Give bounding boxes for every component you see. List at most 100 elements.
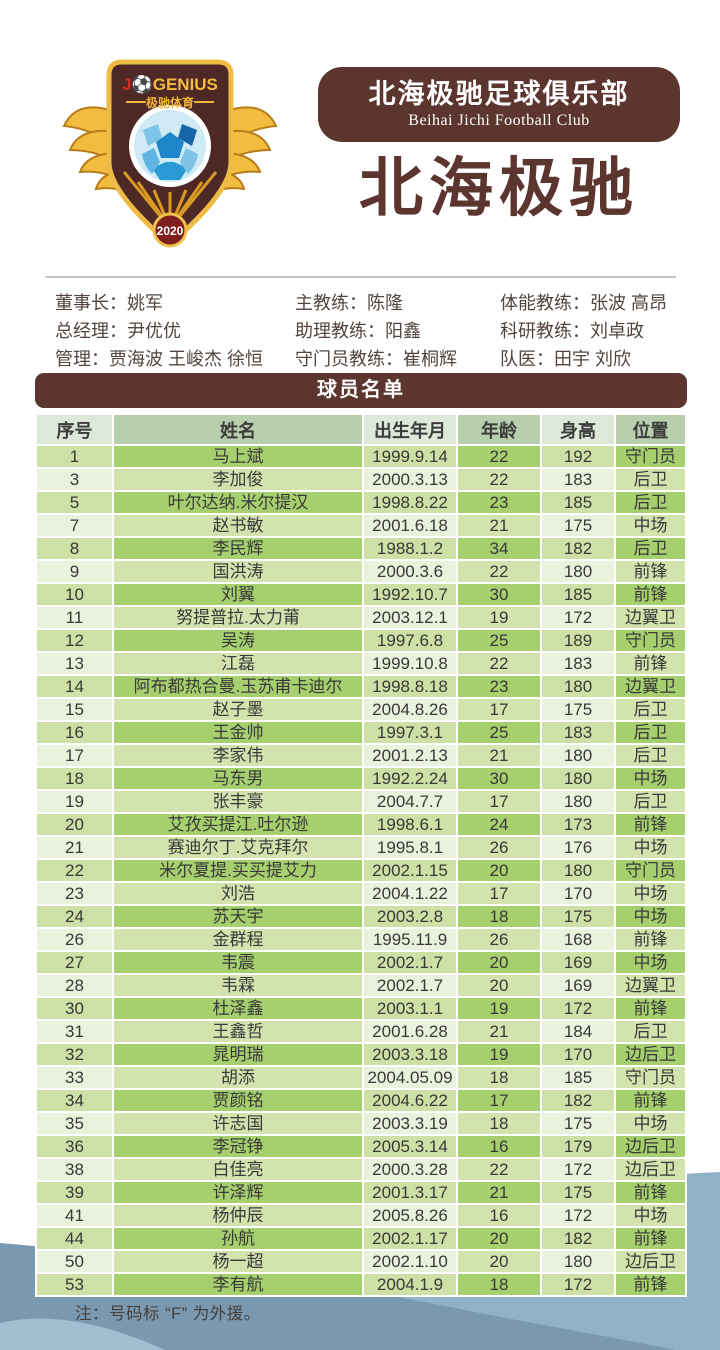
player-cell: 21 [458, 515, 540, 536]
player-cell: 艾孜买提江.吐尔逊 [114, 814, 362, 835]
player-cell: 2001.2.13 [364, 745, 456, 766]
header-height: 身高 [542, 415, 614, 444]
player-cell: 赵书敏 [114, 515, 362, 536]
player-row: 33 胡添 2004.05.09 18 185 守门员 [37, 1067, 685, 1088]
player-cell: 168 [542, 929, 614, 950]
crest-year: 2020 [157, 224, 184, 238]
player-row: 39 许泽辉 2001.3.17 21 175 前锋 [37, 1182, 685, 1203]
player-cell: 前锋 [616, 929, 685, 950]
player-cell: 许泽辉 [114, 1182, 362, 1203]
player-cell: 20 [37, 814, 112, 835]
player-cell: 12 [37, 630, 112, 651]
player-row: 8 李民辉 1988.1.2 34 182 后卫 [37, 538, 685, 559]
player-cell: 26 [458, 837, 540, 858]
player-cell: 30 [458, 768, 540, 789]
player-cell: 182 [542, 1090, 614, 1111]
player-cell: 杨仲辰 [114, 1205, 362, 1226]
player-cell: 刘浩 [114, 883, 362, 904]
player-cell: 180 [542, 676, 614, 697]
player-cell: 180 [542, 768, 614, 789]
player-cell: 34 [37, 1090, 112, 1111]
player-row: 12 吴涛 1997.6.8 25 189 守门员 [37, 630, 685, 651]
player-cell: 175 [542, 515, 614, 536]
player-cell: 王金帅 [114, 722, 362, 743]
staff-column-3: 体能教练：张波 高昂 科研教练：刘卓政 队医：田宇 刘欣 [500, 289, 677, 373]
player-cell: 172 [542, 1159, 614, 1180]
player-cell: 10 [37, 584, 112, 605]
player-cell: 34 [458, 538, 540, 559]
staff-column-2: 主教练：陈隆 助理教练：阳鑫 守门员教练：崔桐辉 [295, 289, 500, 373]
player-row: 38 白佳亮 2000.3.28 22 172 边后卫 [37, 1159, 685, 1180]
player-cell: 25 [458, 722, 540, 743]
player-cell: 36 [37, 1136, 112, 1157]
player-cell: 26 [37, 929, 112, 950]
player-cell: 1998.8.22 [364, 492, 456, 513]
player-cell: 2004.05.09 [364, 1067, 456, 1088]
player-cell: 21 [458, 745, 540, 766]
staff-line: 科研教练：刘卓政 [500, 321, 644, 341]
player-cell: 叶尔达纳.米尔提汉 [114, 492, 362, 513]
player-cell: 23 [37, 883, 112, 904]
player-cell: 2004.7.7 [364, 791, 456, 812]
player-cell: 前锋 [616, 1274, 685, 1295]
player-cell: 21 [458, 1182, 540, 1203]
player-cell: 1997.3.1 [364, 722, 456, 743]
player-cell: 179 [542, 1136, 614, 1157]
player-cell: 2004.1.9 [364, 1274, 456, 1295]
player-cell: 1992.2.24 [364, 768, 456, 789]
player-row: 30 杜泽鑫 2003.1.1 19 172 前锋 [37, 998, 685, 1019]
player-cell: 孙航 [114, 1228, 362, 1249]
player-cell: 185 [542, 492, 614, 513]
player-cell: 前锋 [616, 814, 685, 835]
player-cell: 25 [458, 630, 540, 651]
player-row: 32 晁明瑞 2003.3.18 19 170 边后卫 [37, 1044, 685, 1065]
player-cell: 守门员 [616, 1067, 685, 1088]
player-cell: 172 [542, 607, 614, 628]
player-cell: 2001.6.28 [364, 1021, 456, 1042]
player-cell: 中场 [616, 1113, 685, 1134]
player-row: 41 杨仲辰 2005.8.26 16 172 中场 [37, 1205, 685, 1226]
player-cell: 晁明瑞 [114, 1044, 362, 1065]
player-row: 9 国洪涛 2000.3.6 22 180 前锋 [37, 561, 685, 582]
header-number: 序号 [37, 415, 112, 444]
player-cell: 边后卫 [616, 1159, 685, 1180]
player-cell: 苏天宇 [114, 906, 362, 927]
crest-year-badge [152, 212, 188, 248]
player-cell: 后卫 [616, 538, 685, 559]
player-cell: 白佳亮 [114, 1159, 362, 1180]
player-cell: 2004.8.26 [364, 699, 456, 720]
player-cell: 边翼卫 [616, 676, 685, 697]
header-position: 位置 [616, 415, 685, 444]
player-row: 36 李冠铮 2005.3.14 16 179 边后卫 [37, 1136, 685, 1157]
player-cell: 1998.8.18 [364, 676, 456, 697]
player-cell: 17 [458, 699, 540, 720]
player-cell: 16 [37, 722, 112, 743]
player-row: 17 李家伟 2001.2.13 21 180 后卫 [37, 745, 685, 766]
crest-brand-text: J⚽GENIUS [122, 74, 218, 94]
player-cell: 23 [458, 676, 540, 697]
player-cell: 后卫 [616, 791, 685, 812]
player-cell: 7 [37, 515, 112, 536]
player-cell: 1995.8.1 [364, 837, 456, 858]
player-cell: 守门员 [616, 446, 685, 467]
staff-info: 董事长：姚军 总经理：尹优优 管理：贾海波 王峻杰 徐恒 主教练：陈隆 助理教练… [55, 289, 677, 373]
player-cell: 李有航 [114, 1274, 362, 1295]
player-cell: 22 [458, 446, 540, 467]
player-cell: 38 [37, 1159, 112, 1180]
player-row: 14 阿布都热合曼.玉苏甫卡迪尔 1998.8.18 23 180 边翼卫 [37, 676, 685, 697]
player-cell: 边后卫 [616, 1251, 685, 1272]
player-cell: 180 [542, 791, 614, 812]
football-icon [129, 105, 211, 187]
player-cell: 30 [458, 584, 540, 605]
player-cell: 20 [458, 860, 540, 881]
player-cell: 1999.9.14 [364, 446, 456, 467]
player-cell: 贾颜铭 [114, 1090, 362, 1111]
player-cell: 中场 [616, 768, 685, 789]
player-cell: 李加俊 [114, 469, 362, 490]
player-cell: 35 [37, 1113, 112, 1134]
staff-column-1: 董事长：姚军 总经理：尹优优 管理：贾海波 王峻杰 徐恒 [55, 289, 295, 373]
player-cell: 26 [458, 929, 540, 950]
player-cell: 33 [37, 1067, 112, 1088]
player-cell: 1997.6.8 [364, 630, 456, 651]
